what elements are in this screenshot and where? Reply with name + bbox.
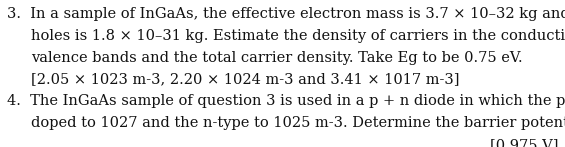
Text: doped to 1027 and the n-type to 1025 m-3. Determine the barrier potential.: doped to 1027 and the n-type to 1025 m-3… (31, 116, 565, 130)
Text: [2.05 × 1023 m-3, 2.20 × 1024 m-3 and 3.41 × 1017 m-3]: [2.05 × 1023 m-3, 2.20 × 1024 m-3 and 3.… (31, 73, 459, 87)
Text: 3.  In a sample of InGaAs, the effective electron mass is 3.7 × 10–32 kg and tha: 3. In a sample of InGaAs, the effective … (7, 7, 565, 21)
Text: valence bands and the total carrier density. Take Eg to be 0.75 eV.: valence bands and the total carrier dens… (31, 51, 523, 65)
Text: holes is 1.8 × 10–31 kg. Estimate the density of carriers in the conduction and: holes is 1.8 × 10–31 kg. Estimate the de… (31, 29, 565, 43)
Text: 4.  The InGaAs sample of question 3 is used in a p + n diode in which the p-type: 4. The InGaAs sample of question 3 is us… (7, 94, 565, 108)
Text: [0.975 V]: [0.975 V] (490, 138, 558, 147)
